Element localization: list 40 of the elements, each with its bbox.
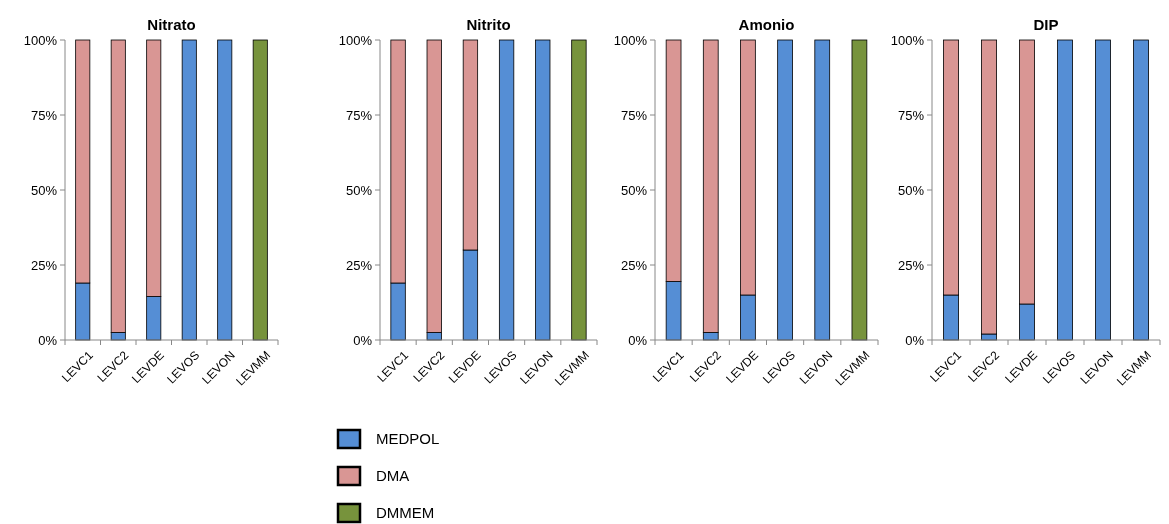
- y-tick-label: 100%: [23, 32, 58, 48]
- y-tick-label: 75%: [897, 107, 925, 123]
- y-tick-label: 50%: [30, 182, 58, 198]
- chart-title: Amonio: [738, 16, 795, 33]
- bar: [814, 39, 831, 341]
- y-tick-label: 75%: [345, 107, 373, 123]
- y-tick-label: 75%: [620, 107, 648, 123]
- chart-title: Nitrito: [466, 16, 511, 33]
- y-tick-label: 75%: [30, 107, 58, 123]
- y-tick-label: 25%: [620, 257, 648, 273]
- y-tick-label: 100%: [613, 32, 648, 48]
- bar: [981, 39, 997, 335]
- legend-label: DMA: [376, 467, 410, 485]
- bar: [252, 39, 268, 341]
- bar: [777, 39, 793, 341]
- bar: [181, 39, 197, 341]
- legend-label: MEDPOL: [376, 430, 440, 448]
- chart-title: DIP: [1033, 16, 1059, 33]
- y-tick-label: 50%: [897, 182, 925, 198]
- chart-title: Nitrato: [147, 16, 196, 33]
- y-tick-label: 50%: [620, 182, 648, 198]
- y-tick-label: 25%: [897, 257, 925, 273]
- y-tick-label: 0%: [353, 332, 373, 348]
- bar: [851, 39, 868, 341]
- bar: [571, 39, 587, 341]
- y-tick-label: 0%: [38, 332, 58, 348]
- y-tick-label: 50%: [345, 182, 373, 198]
- bar: [1133, 39, 1149, 341]
- bar: [498, 39, 515, 341]
- y-tick-label: 100%: [890, 32, 925, 48]
- legend-label: DMMEM: [376, 504, 435, 522]
- bar: [535, 39, 551, 341]
- y-tick-label: 0%: [628, 332, 648, 348]
- y-tick-label: 0%: [905, 332, 925, 348]
- bar: [1095, 39, 1111, 341]
- y-tick-label: 100%: [338, 32, 373, 48]
- bar: [217, 39, 233, 341]
- bar: [1057, 39, 1073, 341]
- y-tick-label: 25%: [30, 257, 58, 273]
- y-tick-label: 25%: [345, 257, 373, 273]
